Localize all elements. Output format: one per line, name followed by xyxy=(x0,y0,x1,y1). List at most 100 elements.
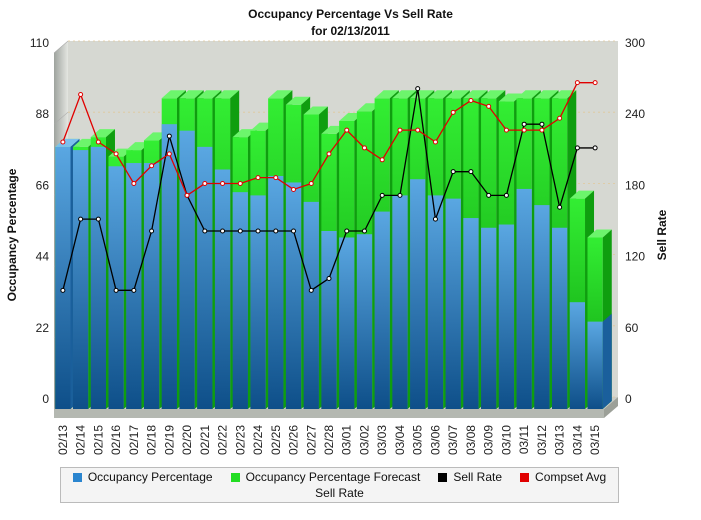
sell-rate-point xyxy=(539,121,545,127)
sell-rate-point xyxy=(202,228,208,234)
occupancy-bar-top xyxy=(55,138,80,147)
occupancy-bar xyxy=(90,146,106,409)
x-tick-label: 03/12 xyxy=(535,425,549,455)
x-tick-label: 02/17 xyxy=(127,425,141,455)
sell-rate-point xyxy=(415,86,421,92)
compset-avg-point xyxy=(131,181,137,187)
legend-item: Sell Rate xyxy=(438,470,502,484)
forecast-bar-top xyxy=(463,90,488,99)
occupancy-bar-side xyxy=(602,313,612,409)
compset-avg-point xyxy=(255,175,261,181)
sell-rate-point xyxy=(308,287,314,293)
occupancy-bar xyxy=(427,195,444,409)
compset-avg-point xyxy=(521,127,527,133)
legend-swatch xyxy=(438,472,448,482)
sell-rate-point xyxy=(379,192,385,198)
legend-caption: Sell Rate xyxy=(315,486,364,500)
occupancy-bar xyxy=(214,169,231,409)
forecast-bar-top xyxy=(427,90,453,99)
x-tick-label: 03/15 xyxy=(588,425,602,455)
x-tick-label: 03/14 xyxy=(570,425,584,455)
sell-rate-point xyxy=(149,228,155,234)
compset-avg-point xyxy=(202,181,208,187)
y2-tick-label: 120 xyxy=(625,250,645,264)
y2-axis-title: Sell Rate xyxy=(655,209,669,260)
sell-rate-point xyxy=(237,228,243,234)
legend-item: Occupancy Percentage Forecast xyxy=(230,470,421,484)
forecast-bar-top xyxy=(516,90,541,99)
occupancy-bar xyxy=(143,163,160,409)
x-tick-label: 03/02 xyxy=(357,425,371,455)
compset-avg-point xyxy=(468,97,474,103)
forecast-bar-top xyxy=(161,90,186,99)
forecast-bar-top xyxy=(587,229,612,238)
x-tick-label: 03/05 xyxy=(411,425,425,455)
occupancy-bar xyxy=(569,302,586,409)
compset-avg-point xyxy=(361,145,367,151)
compset-avg-point xyxy=(273,175,279,181)
occupancy-bar xyxy=(374,211,390,409)
compset-avg-point xyxy=(220,181,226,187)
legend-label: Sell Rate xyxy=(453,470,503,484)
compset-avg-point xyxy=(432,139,438,145)
gridline-side xyxy=(53,40,69,54)
occupancy-bar xyxy=(268,175,284,409)
x-tick-label: 02/18 xyxy=(145,425,159,455)
x-tick-label: 02/21 xyxy=(198,425,212,455)
occupancy-bar xyxy=(534,205,550,409)
compset-avg-point xyxy=(291,186,297,192)
x-tick-label: 03/10 xyxy=(499,425,513,455)
sell-rate-point xyxy=(521,121,527,127)
y-tick-label: 0 xyxy=(42,392,49,406)
occupancy-bar xyxy=(410,179,426,409)
compset-avg-point xyxy=(503,127,509,133)
sell-rate-point xyxy=(592,145,598,151)
y-tick-label: 66 xyxy=(36,178,50,192)
occupancy-bar xyxy=(516,188,532,409)
plot-base-side xyxy=(604,397,618,418)
occupancy-bar xyxy=(552,227,568,409)
compset-avg-point xyxy=(344,127,350,133)
sell-rate-point xyxy=(432,216,438,222)
forecast-bar-top xyxy=(303,106,328,115)
x-tick-label: 02/26 xyxy=(287,425,301,455)
compset-avg-point xyxy=(326,151,332,157)
x-tick-label: 03/06 xyxy=(428,425,442,455)
legend-item: Compset Avg xyxy=(520,470,606,484)
occupancy-bar xyxy=(250,195,266,409)
occupancy-bar xyxy=(232,192,248,409)
sell-rate-point xyxy=(273,228,279,234)
sell-rate-point xyxy=(450,169,456,175)
sell-rate-point xyxy=(78,216,84,222)
compset-avg-point xyxy=(237,181,243,187)
compset-avg-point xyxy=(113,151,119,157)
sell-rate-point xyxy=(131,287,137,293)
x-tick-label: 02/24 xyxy=(251,425,265,455)
compset-avg-point xyxy=(574,80,580,86)
sell-rate-point xyxy=(291,228,297,234)
compset-avg-point xyxy=(379,157,385,163)
y2-tick-label: 180 xyxy=(625,178,645,192)
x-tick-label: 03/04 xyxy=(393,425,407,455)
forecast-bar-top xyxy=(569,190,595,199)
compset-avg-point xyxy=(95,139,101,145)
sell-rate-point xyxy=(220,228,226,234)
x-tick-label: 02/23 xyxy=(233,425,247,455)
legend-label: Occupancy Percentage Forecast xyxy=(245,470,421,484)
x-tick-label: 02/22 xyxy=(216,425,230,455)
x-tick-label: 03/03 xyxy=(375,425,389,455)
compset-avg-point xyxy=(415,127,421,133)
sell-rate-point xyxy=(344,228,350,234)
compset-avg-point xyxy=(539,127,545,133)
y-tick-label: 88 xyxy=(36,107,50,121)
occupancy-bar xyxy=(356,234,373,409)
y-tick-label: 44 xyxy=(36,250,50,264)
plot-base xyxy=(54,409,604,418)
occupancy-bar xyxy=(481,227,497,409)
chart-title: Occupancy Percentage Vs Sell Rate for 02… xyxy=(0,6,701,40)
legend-label: Compset Avg xyxy=(535,470,607,484)
sell-rate-point xyxy=(95,216,101,222)
occupancy-bar xyxy=(587,321,603,409)
occupancy-bar xyxy=(126,163,142,409)
x-tick-label: 03/13 xyxy=(553,425,567,455)
